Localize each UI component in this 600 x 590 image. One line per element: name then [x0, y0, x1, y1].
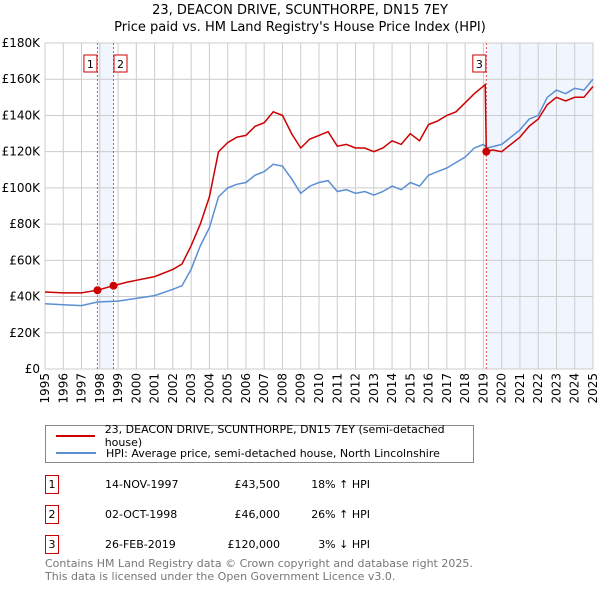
- x-tick-label: 1996: [56, 373, 70, 404]
- plot-border: [44, 42, 594, 370]
- chart-title: 23, DEACON DRIVE, SCUNTHORPE, DN15 7EY: [152, 3, 448, 18]
- x-tick-label: 2018: [458, 373, 472, 404]
- x-tick-label: 2016: [422, 373, 436, 404]
- x-tick-label: 2015: [403, 373, 417, 404]
- y-tick-label: £160K: [2, 72, 42, 86]
- y-tick-label: £180K: [2, 36, 42, 50]
- series-line: [44, 78, 594, 307]
- y-tick-label: £140K: [2, 108, 42, 122]
- x-tick-label: 2005: [221, 373, 235, 404]
- x-tick-label: 1997: [75, 373, 89, 404]
- x-tick-label: 2004: [202, 373, 216, 404]
- x-tick-label: 2009: [294, 373, 308, 404]
- sale-date: 02-OCT-1998: [105, 508, 178, 521]
- x-tick-label: 2000: [129, 373, 143, 404]
- sale-price: £43,500: [234, 478, 281, 491]
- sale-label: 2: [117, 58, 124, 71]
- x-tick-label: 1999: [111, 373, 125, 404]
- x-tick-label: 2003: [184, 373, 198, 404]
- y-tick-label: £60K: [9, 253, 41, 267]
- x-tick-label: 2001: [148, 373, 162, 404]
- legend-label: 23, DEACON DRIVE, SCUNTHORPE, DN15 7EY (…: [104, 423, 445, 449]
- x-tick-label: 2020: [495, 373, 509, 404]
- transaction-row: 3 26-FEB-2019 £120,000 3% ↓ HPI: [45, 535, 445, 554]
- marker-badge: 1: [45, 475, 59, 494]
- sale-price: £46,000: [234, 508, 281, 521]
- x-tick-label: 2024: [568, 373, 582, 404]
- x-tick-label: 2006: [239, 373, 253, 404]
- sale-price: £120,000: [227, 538, 281, 551]
- sale-label-box: [472, 54, 487, 73]
- x-tick-label: 2017: [440, 373, 454, 404]
- shaded-region: [486, 43, 593, 369]
- x-tick-label: 1995: [38, 373, 52, 404]
- sale-date: 14-NOV-1997: [105, 478, 179, 491]
- marker-badge: 3: [45, 535, 59, 554]
- x-tick-label: 2002: [166, 373, 180, 404]
- legend-item-hpi: HPI: Average price, semi-detached house,…: [56, 445, 440, 461]
- y-tick-label: £20K: [9, 326, 41, 340]
- hpi-diff: 26% ↑ HPI: [311, 508, 370, 521]
- chart-subtitle: Price paid vs. HM Land Registry's House …: [114, 20, 486, 35]
- legend-item-property: 23, DEACON DRIVE, SCUNTHORPE, DN15 7EY (…: [56, 423, 473, 449]
- transaction-row: 2 02-OCT-1998 £46,000 26% ↑ HPI: [45, 505, 445, 524]
- legend-swatch-blue: [56, 452, 96, 454]
- x-tick-label: 1998: [93, 373, 107, 404]
- hpi-diff: 18% ↑ HPI: [311, 478, 370, 491]
- footer-licence: This data is licensed under the Open Gov…: [45, 570, 396, 583]
- x-tick-label: 2012: [349, 373, 363, 404]
- legend-label: HPI: Average price, semi-detached house,…: [106, 446, 440, 460]
- hpi-diff: 3% ↓ HPI: [318, 538, 370, 551]
- price-chart: £0 £20K £40K £60K £80K £100K £120K £140K £160K £1…: [2, 36, 600, 404]
- x-tick-label: 2025: [586, 373, 600, 404]
- sale-point: [109, 281, 118, 290]
- y-tick-label: £120K: [2, 145, 42, 159]
- x-tick-label: 2011: [330, 373, 344, 404]
- legend-swatch-red: [56, 435, 95, 437]
- y-tick-label: £100K: [2, 181, 42, 195]
- x-tick-label: 2019: [476, 373, 490, 404]
- sale-label: 1: [87, 58, 94, 71]
- x-tick-label: 2008: [275, 373, 289, 404]
- marker-badge: 2: [45, 505, 59, 524]
- y-tick-label: £80K: [9, 217, 41, 231]
- sale-point: [93, 286, 102, 295]
- x-tick-label: 2021: [513, 373, 527, 404]
- sale-label: 3: [476, 58, 483, 71]
- series-line: [44, 83, 594, 294]
- transaction-row: 1 14-NOV-1997 £43,500 18% ↑ HPI: [45, 475, 445, 494]
- footer: Contains HM Land Registry data © Crown c…: [45, 557, 473, 583]
- x-tick-label: 2022: [531, 373, 545, 404]
- legend: 23, DEACON DRIVE, SCUNTHORPE, DN15 7EY (…: [45, 423, 474, 463]
- y-tick-label: £0: [25, 362, 40, 376]
- sale-label-box: [113, 54, 128, 73]
- x-tick-label: 2014: [385, 373, 399, 404]
- sale-date: 26-FEB-2019: [105, 538, 176, 551]
- footer-copyright: Contains HM Land Registry data © Crown c…: [45, 557, 473, 570]
- y-tick-label: £40K: [9, 290, 41, 304]
- x-tick-label: 2023: [549, 373, 563, 404]
- x-tick-label: 2013: [367, 373, 381, 404]
- x-tick-label: 2010: [312, 373, 326, 404]
- sale-label-box: [83, 54, 98, 73]
- sale-point: [482, 147, 491, 156]
- x-tick-label: 2007: [257, 373, 271, 404]
